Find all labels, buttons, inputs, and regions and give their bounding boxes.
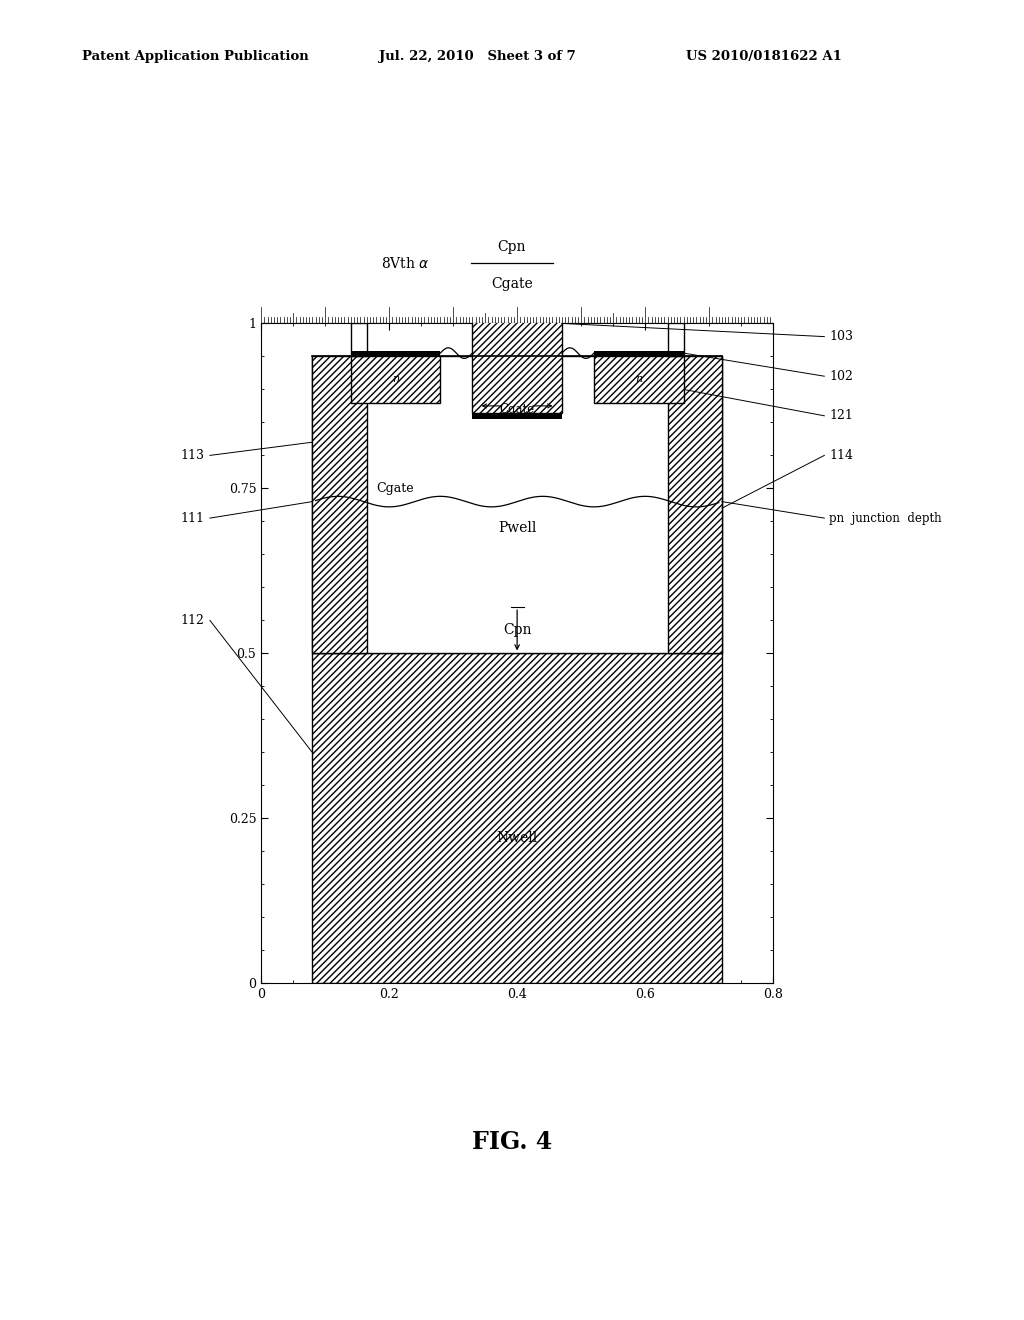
- Bar: [594, 351, 684, 356]
- Text: 112: 112: [181, 614, 205, 627]
- Bar: [312, 356, 722, 653]
- Text: Cgate: Cgate: [492, 277, 532, 290]
- Text: 114: 114: [829, 449, 853, 462]
- Text: 113: 113: [181, 449, 205, 462]
- Text: US 2010/0181622 A1: US 2010/0181622 A1: [686, 50, 842, 63]
- Text: Cpn: Cpn: [503, 623, 531, 638]
- Text: n: n: [635, 375, 642, 384]
- Text: pn  junction  depth: pn junction depth: [829, 512, 942, 524]
- Text: 103: 103: [829, 330, 853, 343]
- Bar: [350, 323, 367, 356]
- Bar: [312, 356, 367, 653]
- Text: FIG. 4: FIG. 4: [472, 1130, 552, 1154]
- Text: Jul. 22, 2010   Sheet 3 of 7: Jul. 22, 2010 Sheet 3 of 7: [379, 50, 575, 63]
- Bar: [350, 356, 440, 403]
- Text: 102: 102: [829, 370, 853, 383]
- Bar: [350, 356, 440, 403]
- Bar: [472, 310, 562, 412]
- Bar: [472, 310, 562, 412]
- Bar: [668, 323, 684, 356]
- Bar: [594, 356, 684, 403]
- Text: n: n: [392, 375, 399, 384]
- Text: Nwell: Nwell: [497, 832, 538, 845]
- Text: Patent Application Publication: Patent Application Publication: [82, 50, 308, 63]
- Bar: [312, 653, 722, 983]
- Text: Cgate: Cgate: [377, 482, 415, 495]
- Bar: [312, 356, 367, 653]
- Bar: [312, 653, 722, 983]
- Text: 111: 111: [181, 512, 205, 524]
- Bar: [350, 351, 440, 356]
- Text: Cgate: Cgate: [500, 403, 535, 416]
- Bar: [668, 356, 722, 653]
- Text: 121: 121: [829, 409, 853, 422]
- Bar: [472, 412, 562, 420]
- Bar: [594, 356, 684, 403]
- Bar: [668, 356, 722, 653]
- Text: 8Vth $\alpha$: 8Vth $\alpha$: [381, 256, 430, 272]
- Text: Cpn: Cpn: [498, 240, 526, 253]
- Text: Pwell: Pwell: [498, 521, 537, 535]
